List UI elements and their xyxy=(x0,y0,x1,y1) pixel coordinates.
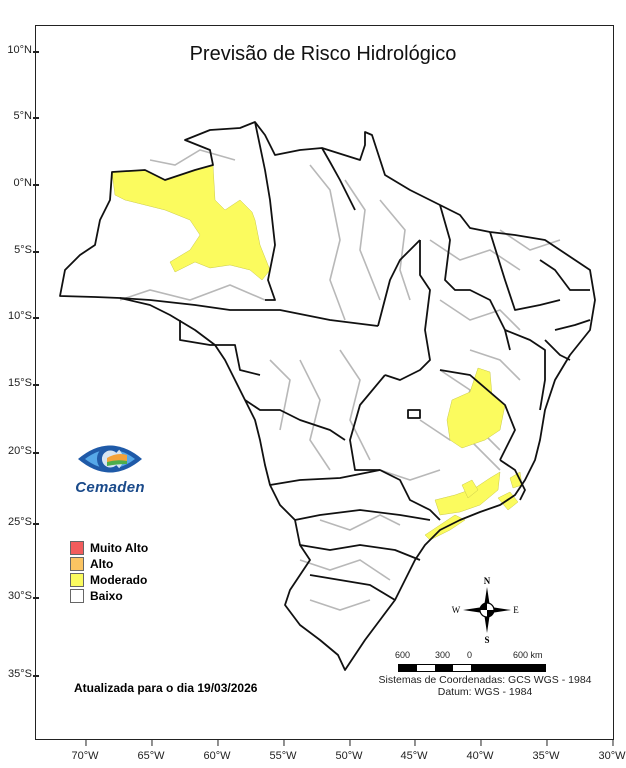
lat-tick-label: 5°S xyxy=(0,244,39,256)
lat-tick-label: 30°S xyxy=(0,590,39,602)
legend-label: Baixo xyxy=(90,589,123,603)
eye-logo-icon xyxy=(78,445,142,473)
swatch-moderado xyxy=(70,573,84,587)
lat-tick-label: 0°N xyxy=(0,177,39,189)
scale-label: 0 xyxy=(467,650,473,660)
legend-item-muito-alto: Muito Alto xyxy=(70,540,148,556)
swatch-muito-alto xyxy=(70,541,84,555)
legend-label: Moderado xyxy=(90,573,148,587)
basin-boundaries xyxy=(119,149,561,611)
scale-label: 300 xyxy=(435,650,451,660)
cemaden-logo: Cemaden xyxy=(70,440,150,496)
compass-w: W xyxy=(452,605,461,615)
lon-tick-label: 65°W xyxy=(137,740,165,762)
compass-s: S xyxy=(484,635,489,645)
risk-moderado-areas xyxy=(111,164,523,541)
map-frame xyxy=(35,25,614,740)
scale-label: 600 km xyxy=(513,650,543,660)
lon-tick-label: 45°W xyxy=(400,740,428,762)
compass-n: N xyxy=(484,576,491,586)
scale-bar xyxy=(398,664,546,672)
compass-rose-icon: N S W E xyxy=(452,576,520,645)
coordinate-info: Sistemas de Coordenadas: GCS WGS - 1984 … xyxy=(365,674,605,698)
lat-tick-label: 10°S xyxy=(0,310,39,322)
lon-tick-label: 60°W xyxy=(203,740,231,762)
legend: Muito Alto Alto Moderado Baixo xyxy=(70,540,148,604)
lat-tick-label: 5°N xyxy=(0,110,39,122)
compass-e: E xyxy=(513,605,519,615)
lat-tick-label: 20°S xyxy=(0,445,39,457)
swatch-alto xyxy=(70,557,84,571)
map-title: Previsão de Risco Hidrológico xyxy=(189,43,457,65)
lat-tick-label: 10°N xyxy=(0,44,39,56)
legend-item-baixo: Baixo xyxy=(70,588,148,604)
scale-label: 600 xyxy=(395,650,411,660)
legend-label: Alto xyxy=(90,557,114,571)
lon-tick-label: 40°W xyxy=(466,740,494,762)
lat-tick-label: 35°S xyxy=(0,668,39,680)
lat-tick-label: 25°S xyxy=(0,516,39,528)
coordinate-system: Sistemas de Coordenadas: GCS WGS - 1984 xyxy=(378,674,592,686)
swatch-baixo xyxy=(70,589,84,603)
lon-tick-label: 55°W xyxy=(269,740,297,762)
datum: Datum: WGS - 1984 xyxy=(437,686,533,698)
legend-label: Muito Alto xyxy=(90,541,149,555)
lon-tick-label: 70°W xyxy=(71,740,99,762)
logo-text: Cemaden xyxy=(75,479,145,496)
updated-date: Atualizada para o dia 19/03/2026 xyxy=(74,681,258,695)
legend-item-moderado: Moderado xyxy=(70,572,148,588)
lon-tick-label: 50°W xyxy=(335,740,363,762)
legend-item-alto: Alto xyxy=(70,556,148,572)
lon-tick-label: 30°W xyxy=(598,740,626,762)
lon-tick-label: 35°W xyxy=(532,740,560,762)
state-boundaries xyxy=(59,121,596,671)
lat-tick-label: 15°S xyxy=(0,377,39,389)
